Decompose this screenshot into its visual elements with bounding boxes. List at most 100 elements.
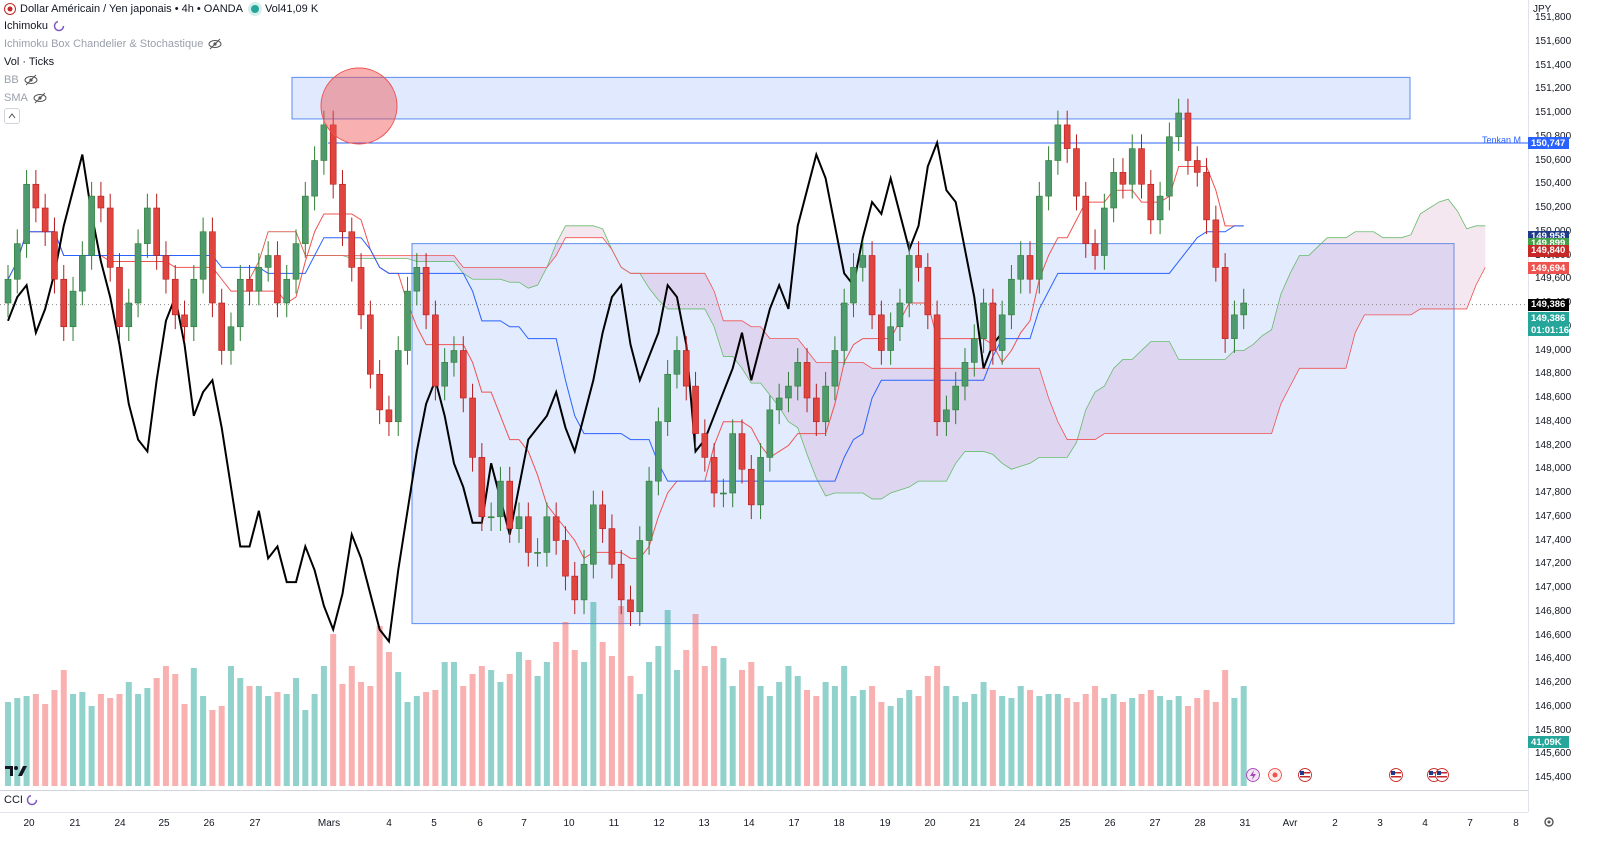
volume-bar [181,704,188,786]
volume-bar [107,698,114,786]
candle-body [1128,148,1136,185]
candle-body [617,563,625,601]
volume-bar [971,694,978,786]
time-tick: 2 [1332,818,1338,829]
volume-bar [813,696,820,786]
volume-bar [952,696,959,786]
tradingview-logo-icon [5,766,27,776]
time-tick: 7 [1467,818,1473,829]
candle-body [961,362,969,387]
volume-value: 41,09 K [280,3,319,15]
candle-body [357,267,365,316]
candle-body [1184,112,1192,161]
price-tick: 146,200 [1535,677,1572,688]
volume-bar [850,696,857,786]
price-tick: 146,400 [1535,653,1572,665]
volume-bar [1008,698,1015,786]
indicator-row[interactable]: Vol · Ticks [4,54,54,70]
volume-bar [608,656,615,786]
collapse-legend-button[interactable] [4,108,20,124]
volume-bar [859,690,866,786]
event-us-flag-icon[interactable] [1435,768,1449,782]
event-us-flag-icon[interactable] [1298,768,1312,782]
candle-body [822,385,829,423]
candle-body [673,350,681,375]
time-tick: 24 [1014,818,1026,829]
price-tag: 150,747 [1528,137,1569,150]
volume-bar [999,696,1006,786]
kumo-cloud [249,199,1486,499]
volume-bar [97,694,104,786]
symbol-header[interactable]: Dollar Américain / Yen japonais • 4h • O… [4,1,318,17]
volume-bar [88,706,95,786]
volume-bar [348,666,355,786]
volume-bar [543,662,550,786]
candle-body [1101,207,1108,256]
candle-body [1221,267,1229,339]
candle-body [227,326,235,351]
indicator-row[interactable]: BB [4,72,38,88]
event-dividend-icon[interactable] [1268,768,1282,782]
price-tick: 147,400 [1535,534,1572,546]
volume-bar [1166,700,1173,786]
volume-bar [822,682,829,786]
volume-bar [1054,694,1061,786]
candle-body [190,278,198,328]
candle-body [23,183,30,244]
volume-bar [738,670,745,786]
candle-body [432,314,439,387]
time-tick: 26 [1104,818,1116,829]
time-axis[interactable]: 20 21 24 25 26 27 Mars 4 5 6 7 10 11 12 13 14 17 18 19 20 21… [0,812,1554,846]
price-tag: 149,840 [1528,244,1569,257]
event-us-flag-icon[interactable] [1389,768,1403,782]
senkou-span-a [249,198,1486,500]
candle-body [1026,255,1034,280]
price-axis[interactable]: JPY 151,800 151,600 151,400 151,200 151,000 1… [1528,0,1602,812]
time-tick: 27 [1149,818,1161,829]
time-tick: 8 [1513,818,1519,829]
settings-gear-icon[interactable] [1542,815,1556,829]
indicator-row[interactable]: SMA [4,90,47,106]
candle-body [1175,112,1182,138]
eye-hidden-icon[interactable] [33,92,47,104]
candle-body [320,124,328,161]
candle-body [478,457,486,518]
volume-bar [265,696,272,786]
indicator-label: Ichimoku Box Chandelier & Stochastique [4,38,204,50]
candle-body [1156,195,1164,221]
candle-body [655,421,662,482]
candle-body [766,409,774,458]
candle-body [729,433,737,494]
volume-bar [590,602,597,786]
candle-body [682,350,690,387]
indicator-row[interactable]: Ichimoku Box Chandelier & Stochastique [4,36,222,52]
price-tick: 150,200 [1535,202,1572,213]
price-tag: 41,09K [1528,736,1569,749]
volume-bar [757,686,764,786]
candle-body [51,231,58,280]
volume-bar [571,650,578,786]
volume-bar [302,710,309,786]
volume-label: Vol [264,3,281,15]
volume-bar [293,678,300,786]
loading-circle-icon[interactable] [53,20,67,32]
eye-hidden-icon[interactable] [24,74,38,86]
price-chart[interactable] [0,0,1528,812]
candle-body [692,385,699,434]
indicator-row[interactable]: Ichimoku [4,18,67,34]
price-tick: 148,000 [1535,463,1572,475]
eye-hidden-icon[interactable] [208,38,222,50]
candle-body [803,362,811,399]
volume-bar [190,668,197,786]
volume-bar [664,610,671,786]
candle-body [850,267,857,304]
volume-bar [1036,696,1043,786]
candle-body [636,540,644,613]
chevron-up-icon [8,113,16,119]
volume-bar [1082,694,1089,786]
price-tick: 151,600 [1535,35,1572,47]
event-lightning-icon[interactable] [1246,768,1260,782]
cci-pane[interactable]: CCI [0,790,1528,811]
volume-bar [227,666,234,786]
candle-body [441,362,448,387]
